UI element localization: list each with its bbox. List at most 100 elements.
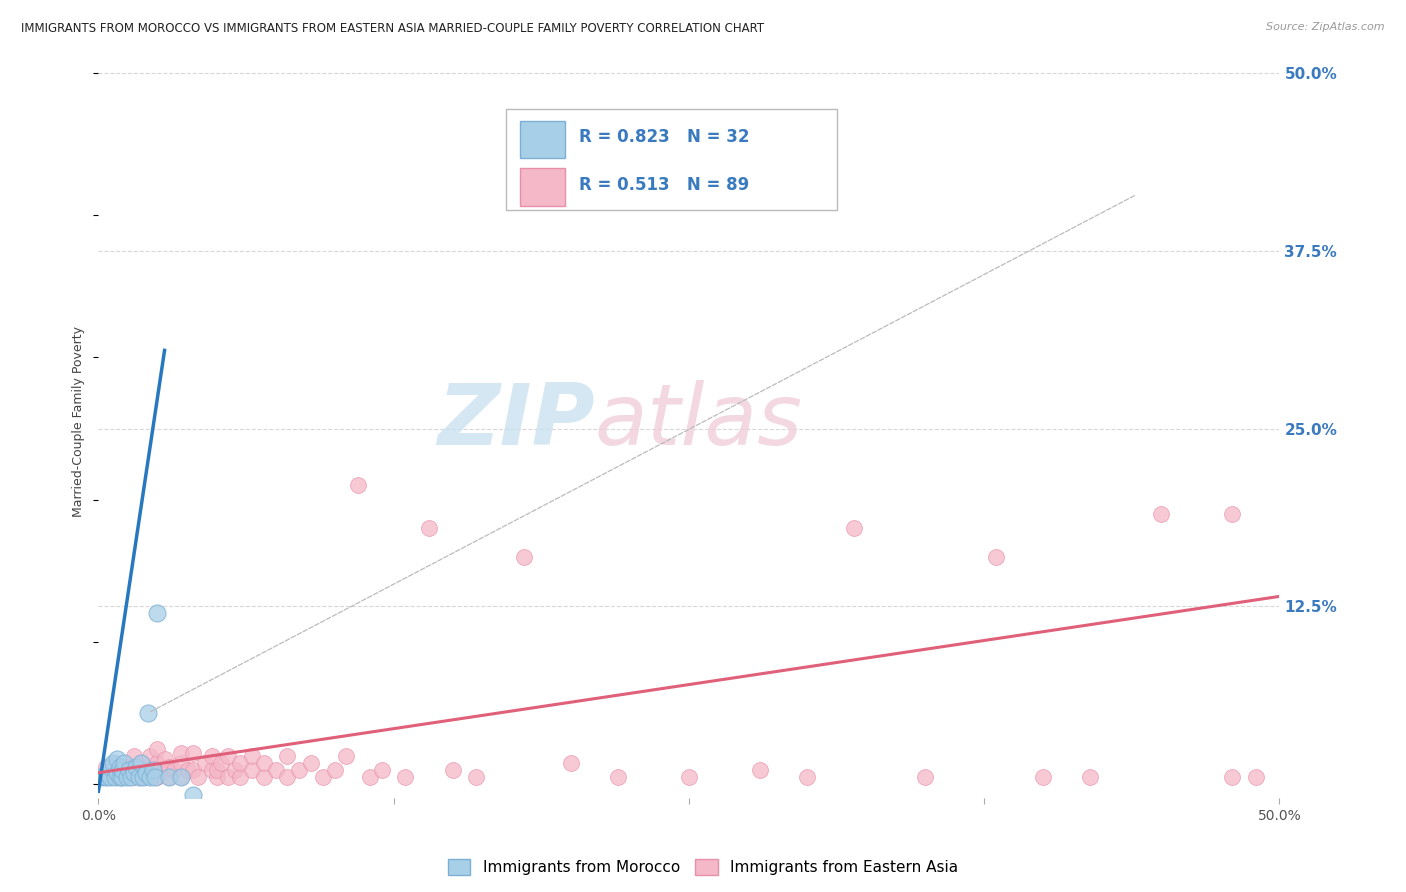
Legend: Immigrants from Morocco, Immigrants from Eastern Asia: Immigrants from Morocco, Immigrants from…: [443, 855, 963, 880]
Point: [101, 770, 124, 784]
Point: [146, 770, 169, 784]
Point: [1244, 770, 1267, 784]
Point: [98, 760, 121, 774]
Point: [276, 748, 298, 763]
Point: [122, 765, 145, 780]
Point: [323, 763, 346, 777]
Point: [276, 770, 298, 784]
Point: [229, 770, 252, 784]
Point: [105, 751, 128, 765]
Point: [129, 770, 152, 784]
Point: [465, 770, 488, 784]
Point: [105, 770, 128, 784]
Point: [108, 770, 131, 784]
Point: [560, 756, 582, 770]
Point: [98, 770, 121, 784]
Text: ZIP: ZIP: [437, 380, 595, 463]
Point: [135, 763, 157, 777]
Point: [607, 770, 630, 784]
Point: [143, 770, 166, 784]
Point: [205, 770, 228, 784]
Point: [129, 756, 152, 770]
Point: [98, 770, 121, 784]
Point: [312, 770, 335, 784]
Text: R = 0.823   N = 32: R = 0.823 N = 32: [579, 128, 749, 146]
Point: [984, 549, 1007, 564]
Point: [97, 770, 120, 784]
Point: [122, 770, 145, 784]
Point: [205, 763, 228, 777]
Point: [914, 770, 936, 784]
Point: [157, 760, 180, 774]
Point: [1220, 507, 1243, 521]
Point: [91, 768, 114, 782]
Point: [157, 770, 180, 784]
Point: [217, 748, 239, 763]
Point: [90, 770, 112, 784]
Point: [108, 760, 131, 774]
Point: [108, 770, 131, 784]
Point: [201, 748, 224, 763]
Point: [104, 770, 127, 784]
Text: Source: ZipAtlas.com: Source: ZipAtlas.com: [1267, 22, 1385, 32]
Point: [217, 770, 239, 784]
Point: [240, 763, 263, 777]
Point: [240, 748, 263, 763]
Point: [139, 748, 162, 763]
Point: [187, 770, 209, 784]
Point: [844, 521, 866, 535]
Point: [299, 756, 322, 770]
Point: [101, 756, 124, 770]
Text: IMMIGRANTS FROM MOROCCO VS IMMIGRANTS FROM EASTERN ASIA MARRIED-COUPLE FAMILY PO: IMMIGRANTS FROM MOROCCO VS IMMIGRANTS FR…: [21, 22, 765, 36]
Point: [125, 760, 148, 774]
Point: [112, 770, 135, 784]
Point: [1032, 770, 1054, 784]
Bar: [520, 120, 565, 158]
Point: [118, 763, 141, 777]
Point: [135, 765, 157, 780]
Point: [122, 748, 145, 763]
Point: [1080, 770, 1102, 784]
Point: [135, 770, 157, 784]
Point: [121, 770, 143, 784]
Point: [181, 746, 204, 760]
Point: [132, 770, 155, 784]
Text: R = 0.513   N = 89: R = 0.513 N = 89: [579, 176, 749, 194]
Point: [157, 770, 180, 784]
Point: [105, 765, 128, 780]
Point: [418, 521, 440, 535]
Point: [112, 756, 135, 770]
Point: [264, 763, 287, 777]
Point: [224, 763, 246, 777]
Point: [194, 756, 217, 770]
Point: [170, 756, 193, 770]
Bar: [520, 169, 565, 206]
Point: [142, 763, 165, 777]
Point: [136, 706, 159, 720]
Point: [441, 763, 464, 777]
Point: [104, 770, 127, 784]
Point: [91, 770, 114, 784]
Point: [90, 770, 112, 784]
Point: [359, 770, 381, 784]
Point: [796, 770, 818, 784]
Point: [115, 770, 138, 784]
Point: [97, 765, 120, 780]
Point: [122, 763, 145, 777]
Point: [209, 756, 232, 770]
Point: [94, 770, 117, 784]
Point: [253, 756, 276, 770]
FancyBboxPatch shape: [506, 109, 837, 211]
Point: [94, 760, 117, 774]
Point: [118, 763, 141, 777]
Point: [181, 789, 204, 803]
Point: [512, 549, 534, 564]
Point: [177, 763, 200, 777]
Point: [115, 760, 138, 774]
Point: [94, 770, 117, 784]
Text: atlas: atlas: [595, 380, 803, 463]
Point: [98, 763, 121, 777]
Point: [146, 741, 169, 756]
Point: [748, 763, 770, 777]
Point: [111, 770, 134, 784]
